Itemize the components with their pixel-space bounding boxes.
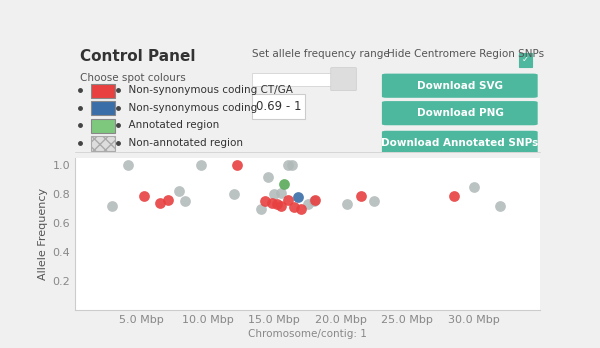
Point	[276, 190, 286, 196]
FancyBboxPatch shape	[91, 84, 115, 98]
Text: Download SVG: Download SVG	[417, 81, 503, 91]
Text: Hide Centromere Region SNPs: Hide Centromere Region SNPs	[386, 49, 544, 60]
Point	[260, 199, 270, 204]
Point	[356, 193, 365, 198]
Text: Download PNG: Download PNG	[416, 108, 503, 118]
Point	[311, 197, 320, 203]
Text: Set allele frequency range: Set allele frequency range	[252, 49, 389, 60]
Point	[272, 201, 282, 207]
FancyBboxPatch shape	[382, 131, 538, 155]
Point	[279, 181, 289, 187]
Point	[289, 205, 299, 210]
Point	[283, 163, 292, 168]
FancyBboxPatch shape	[519, 53, 532, 67]
Text: Non-synonymous coding CT/GA: Non-synonymous coding CT/GA	[121, 85, 292, 95]
Point	[469, 184, 478, 190]
Point	[267, 200, 277, 206]
Point	[196, 163, 206, 168]
Text: 0.69 - 1: 0.69 - 1	[256, 100, 301, 113]
Point	[263, 174, 272, 180]
FancyBboxPatch shape	[91, 136, 115, 151]
Point	[296, 206, 305, 212]
Point	[310, 199, 319, 204]
Point	[232, 163, 242, 168]
Point	[124, 163, 133, 168]
Text: ✓: ✓	[522, 55, 529, 64]
X-axis label: Chromosome/contig: 1: Chromosome/contig: 1	[248, 329, 367, 339]
FancyBboxPatch shape	[382, 74, 538, 98]
FancyBboxPatch shape	[331, 68, 356, 90]
Point	[269, 191, 279, 197]
Point	[107, 203, 117, 208]
Point	[163, 197, 173, 203]
Point	[155, 200, 165, 206]
Text: Choose spot colours: Choose spot colours	[80, 72, 185, 82]
Point	[283, 197, 292, 203]
Text: Non-synonymous coding: Non-synonymous coding	[121, 103, 257, 113]
Point	[343, 201, 352, 207]
Point	[139, 193, 149, 198]
Point	[496, 203, 505, 208]
Y-axis label: Allele Frequency: Allele Frequency	[38, 188, 48, 280]
Point	[256, 206, 266, 212]
Point	[449, 193, 458, 198]
Point	[369, 199, 379, 204]
Text: Non-annotated region: Non-annotated region	[121, 138, 242, 148]
Point	[293, 194, 303, 200]
Point	[230, 191, 239, 197]
Point	[303, 201, 313, 207]
Point	[174, 189, 184, 194]
FancyBboxPatch shape	[91, 119, 115, 133]
Text: Annotated region: Annotated region	[121, 120, 219, 130]
FancyBboxPatch shape	[252, 95, 305, 119]
Point	[287, 163, 296, 168]
FancyBboxPatch shape	[382, 101, 538, 125]
Point	[181, 199, 190, 204]
Point	[276, 203, 286, 208]
FancyBboxPatch shape	[91, 101, 115, 116]
Text: Control Panel: Control Panel	[80, 49, 195, 64]
FancyBboxPatch shape	[252, 72, 354, 86]
Text: Download Annotated SNPs: Download Annotated SNPs	[382, 138, 539, 148]
